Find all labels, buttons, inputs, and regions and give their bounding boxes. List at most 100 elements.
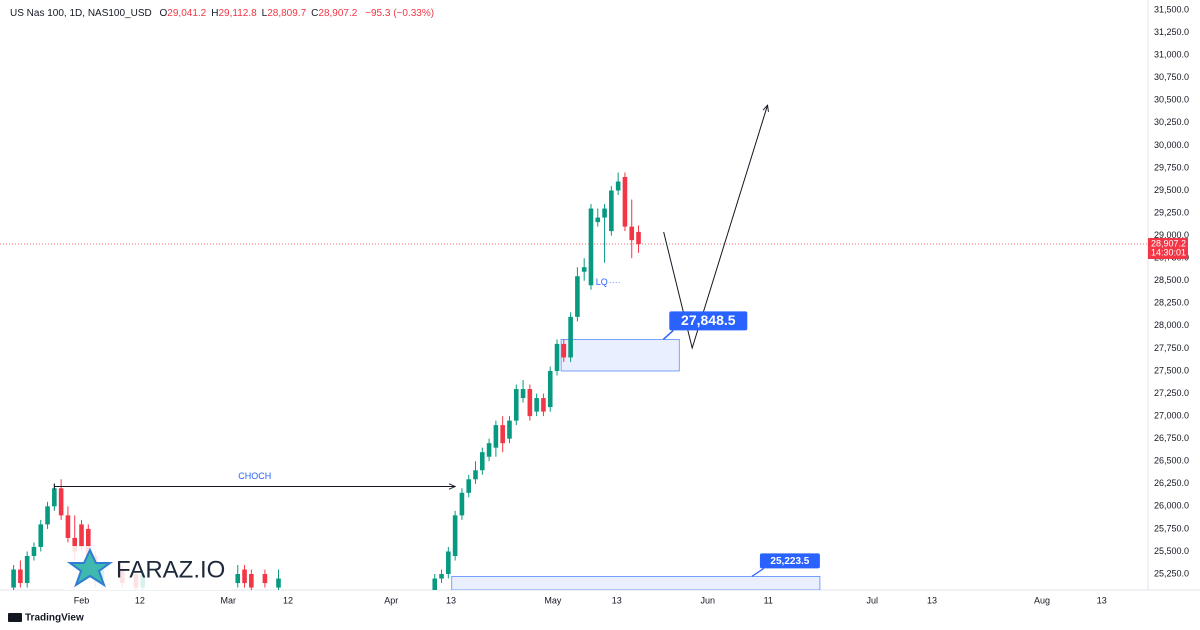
candle-body xyxy=(38,524,44,547)
choch-label: CHOCH xyxy=(238,471,271,481)
candle-body xyxy=(31,546,37,556)
candle-body xyxy=(622,176,628,227)
candle-body xyxy=(507,420,512,439)
candle-body xyxy=(24,555,30,584)
current-price-label: 28,907.2 xyxy=(1151,238,1186,248)
y-tick-label: 29,500.0 xyxy=(1154,185,1189,195)
y-tick-label: 31,000.0 xyxy=(1154,50,1189,60)
legend-header: US Nas 100, 1D, NAS100_USD O29,041.2 H29,… xyxy=(10,8,434,19)
candle-body xyxy=(554,343,560,371)
candle-body xyxy=(520,389,526,399)
candle-body xyxy=(534,398,539,412)
zone-connector xyxy=(662,329,674,340)
candle-body xyxy=(527,389,533,417)
change: −95.3 (−0.33%) xyxy=(365,8,435,19)
candle-body xyxy=(452,515,458,556)
x-tick-label: 13 xyxy=(612,595,622,605)
ohlc-key: L xyxy=(261,8,268,19)
y-tick-label: 25,750.0 xyxy=(1154,523,1189,533)
countdown-label: 14:30:01 xyxy=(1151,247,1186,257)
symbol-title: US Nas 100, 1D, NAS100_USD xyxy=(10,8,152,19)
y-tick-label: 28,000.0 xyxy=(1154,320,1189,330)
candle-body xyxy=(45,506,50,525)
zone-connector xyxy=(751,567,765,577)
candle-body xyxy=(18,569,23,584)
y-tick-label: 29,000.0 xyxy=(1154,230,1189,240)
x-tick-label: Jul xyxy=(866,595,878,605)
zone-badge xyxy=(759,553,820,569)
candle-body xyxy=(615,181,621,191)
candle-body xyxy=(65,515,71,538)
candle-body xyxy=(262,574,268,584)
candle-body xyxy=(486,443,492,457)
y-tick-label: 30,500.0 xyxy=(1154,95,1189,105)
y-tick-label: 28,250.0 xyxy=(1154,298,1189,308)
candle-body xyxy=(568,316,573,358)
candle-body xyxy=(636,231,641,244)
candle-body xyxy=(276,578,281,588)
candle-body xyxy=(52,488,57,507)
candle-body xyxy=(595,217,601,223)
zone-badge-label: 25,223.5 xyxy=(770,556,809,567)
candle-body xyxy=(473,470,478,480)
candle-body xyxy=(541,398,546,412)
candle-body xyxy=(609,190,614,232)
x-tick-label: 13 xyxy=(927,595,937,605)
y-tick-label: 25,500.0 xyxy=(1154,546,1189,556)
candle-body xyxy=(493,425,499,448)
ohlc-value: 29,041.2 xyxy=(167,8,207,19)
candle-body xyxy=(588,208,594,286)
candle-body xyxy=(500,425,505,444)
ohlc-value: 28,907.2 xyxy=(318,8,358,19)
y-tick-label: 27,000.0 xyxy=(1154,410,1189,420)
y-tick-label: 30,750.0 xyxy=(1154,72,1189,82)
zone xyxy=(560,338,680,372)
zone-badge xyxy=(669,311,748,331)
candle-body xyxy=(11,569,16,588)
candle-body xyxy=(513,389,519,421)
current-price-tag xyxy=(1148,237,1188,259)
candle-body xyxy=(439,574,444,579)
liquidity-label: LQ xyxy=(596,277,608,287)
candle-body xyxy=(629,226,635,241)
zone-badge-label: 27,848.5 xyxy=(681,312,736,328)
candle-body xyxy=(479,452,485,471)
candle-body xyxy=(72,537,78,552)
ohlc: O29,041.2 H29,112.8 L28,809.7 C28,907.2 xyxy=(155,8,358,19)
watermark: FARAZ.IO xyxy=(64,546,232,590)
y-tick-label: 26,750.0 xyxy=(1154,433,1189,443)
x-tick-label: Jun xyxy=(701,595,716,605)
y-tick-label: 27,250.0 xyxy=(1154,388,1189,398)
x-tick-label: 13 xyxy=(1097,595,1107,605)
y-tick-label: 29,750.0 xyxy=(1154,162,1189,172)
brand-name: TradingView xyxy=(25,613,84,624)
x-tick-label: 12 xyxy=(283,595,293,605)
candle-body xyxy=(446,551,451,575)
candle-body xyxy=(235,574,241,584)
zone xyxy=(451,576,821,590)
candle-body xyxy=(575,276,580,317)
y-tick-label: 26,500.0 xyxy=(1154,456,1189,466)
candle-body xyxy=(459,492,465,516)
x-tick-label: 11 xyxy=(764,595,773,605)
ohlc-value: 29,112.8 xyxy=(218,8,257,19)
candle-body xyxy=(58,488,64,516)
candle-body xyxy=(242,569,247,584)
candle-body xyxy=(602,208,607,218)
candle-body xyxy=(466,479,472,493)
candle-body xyxy=(249,574,254,588)
y-tick-label: 28,500.0 xyxy=(1154,275,1189,285)
candle-body xyxy=(79,524,84,547)
y-tick-label: 31,500.0 xyxy=(1154,4,1189,14)
y-tick-label: 25,250.0 xyxy=(1154,568,1189,578)
y-tick-label: 30,250.0 xyxy=(1154,117,1189,127)
watermark-text: FARAZ.IO xyxy=(116,556,225,583)
x-tick-label: Apr xyxy=(384,595,398,605)
y-tick-label: 29,250.0 xyxy=(1154,207,1189,217)
candle-body xyxy=(581,267,587,272)
y-tick-label: 30,000.0 xyxy=(1154,140,1189,150)
ohlc-key: C xyxy=(311,8,319,19)
ohlc-key: H xyxy=(211,8,219,19)
